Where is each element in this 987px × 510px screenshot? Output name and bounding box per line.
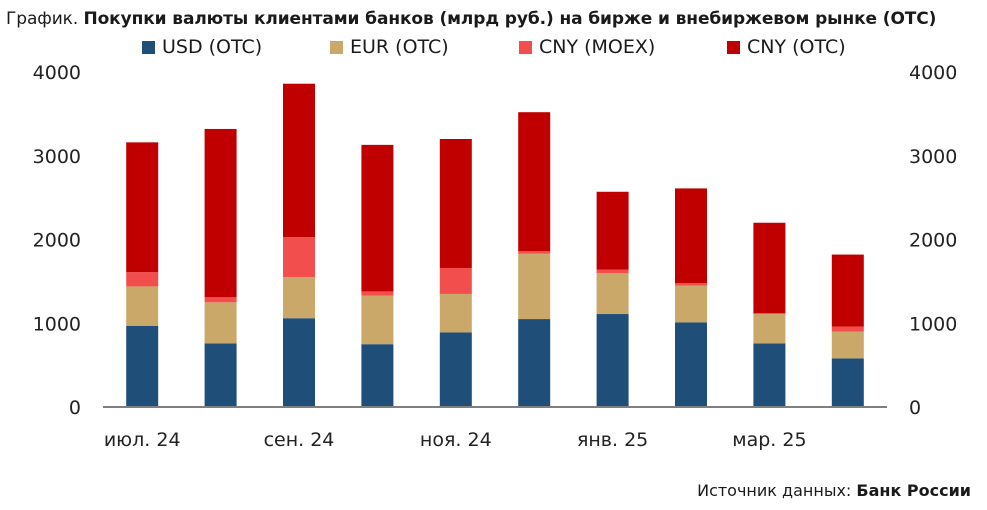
bar-segment-cny-moex — [596, 269, 629, 273]
bar-segment-usd-otc — [439, 332, 472, 407]
bar-segment-usd-otc — [596, 314, 629, 407]
bar-segment-eur-otc — [596, 273, 629, 315]
bar-segment-cny-otc — [283, 83, 315, 237]
y-tick-label-right: 3000 — [909, 146, 957, 168]
source-org: Банк России — [856, 481, 971, 500]
bar-segment-eur-otc — [283, 277, 315, 319]
bar-segment-cny-moex — [518, 251, 551, 254]
legend-item-eur-otc: EUR (OTC) — [330, 36, 449, 58]
source-note: Источник данных: Банк России — [697, 481, 971, 500]
bar-segment-usd-otc — [283, 318, 315, 407]
bar-segment-eur-otc — [204, 302, 237, 344]
x-tick-label: июл. 24 — [104, 429, 181, 451]
bar-segment-cny-otc — [518, 112, 551, 252]
bar-segment-eur-otc — [753, 314, 786, 344]
bar-segment-eur-otc — [126, 286, 159, 326]
legend-item-cny-moex: CNY (MOEX) — [519, 36, 655, 58]
y-tick-label-left: 1000 — [33, 313, 81, 335]
bar-segment-usd-otc — [361, 344, 394, 407]
x-tick-label: сен. 24 — [264, 429, 335, 451]
bar-segment-usd-otc — [675, 322, 707, 407]
y-tick-label-right: 1000 — [909, 313, 957, 335]
bar-segment-usd-otc — [831, 358, 864, 407]
chart-title: График. Покупки валюты клиентами банков … — [6, 9, 936, 29]
bar-segment-eur-otc — [518, 253, 551, 320]
legend-swatch-cny-moex — [519, 40, 532, 54]
legend-item-cny-otc: CNY (OTC) — [727, 36, 846, 58]
y-tick-label-left: 2000 — [33, 230, 81, 252]
y-tick-label-left: 4000 — [33, 62, 81, 84]
title-main: Покупки валюты клиентами банков (млрд ру… — [83, 9, 937, 29]
bar-segment-usd-otc — [204, 343, 237, 407]
legend-label-eur-otc: EUR (OTC) — [350, 36, 449, 58]
source-label: Источник данных: — [697, 481, 852, 500]
bar-segment-eur-otc — [361, 295, 394, 345]
x-tick-label: ноя. 24 — [420, 429, 492, 451]
bar-segment-cny-moex — [439, 267, 472, 294]
bar-segment-cny-moex — [831, 326, 864, 332]
bar-segment-cny-otc — [831, 254, 864, 327]
bar-segment-cny-moex — [361, 291, 394, 296]
legend-label-cny-moex: CNY (MOEX) — [539, 36, 656, 58]
x-tick-label: мар. 25 — [732, 429, 806, 451]
bar-segment-cny-otc — [753, 222, 786, 314]
y-tick-label-right: 4000 — [909, 62, 957, 84]
title-prefix: График. — [6, 9, 79, 29]
bar-segment-eur-otc — [439, 293, 472, 333]
y-tick-label-right: 2000 — [909, 230, 957, 252]
legend-swatch-cny-otc — [727, 40, 740, 54]
y-tick-label-left: 0 — [69, 397, 81, 419]
bar-segment-cny-moex — [283, 236, 315, 278]
bar-segment-eur-otc — [831, 331, 864, 359]
x-tick-label: янв. 25 — [577, 429, 648, 451]
bar-segment-cny-otc — [204, 128, 237, 298]
legend-item-usd-otc: USD (OTC) — [142, 36, 262, 58]
legend-label-usd-otc: USD (OTC) — [162, 36, 263, 58]
bar-segment-cny-moex — [204, 297, 237, 303]
y-tick-label-right: 0 — [909, 397, 921, 419]
bar-segment-usd-otc — [126, 325, 159, 407]
bar-segment-cny-moex — [675, 283, 707, 286]
legend-label-cny-otc: CNY (OTC) — [747, 36, 846, 58]
bar-segment-cny-moex — [126, 272, 159, 287]
bar-segment-usd-otc — [753, 343, 786, 407]
bar-segment-cny-otc — [126, 142, 159, 273]
bar-segment-cny-moex — [753, 313, 786, 315]
bar-segment-cny-otc — [439, 139, 472, 268]
bar-segment-usd-otc — [518, 319, 551, 407]
bar-segment-eur-otc — [675, 285, 707, 323]
bar-segment-cny-otc — [675, 188, 707, 284]
y-tick-label-left: 3000 — [33, 146, 81, 168]
legend: USD (OTC) EUR (OTC) CNY (MOEX) CNY (OTC) — [0, 36, 987, 60]
legend-swatch-usd-otc — [142, 40, 155, 54]
bar-segment-cny-otc — [596, 191, 629, 270]
legend-swatch-eur-otc — [330, 40, 343, 54]
bar-segment-cny-otc — [361, 144, 394, 292]
